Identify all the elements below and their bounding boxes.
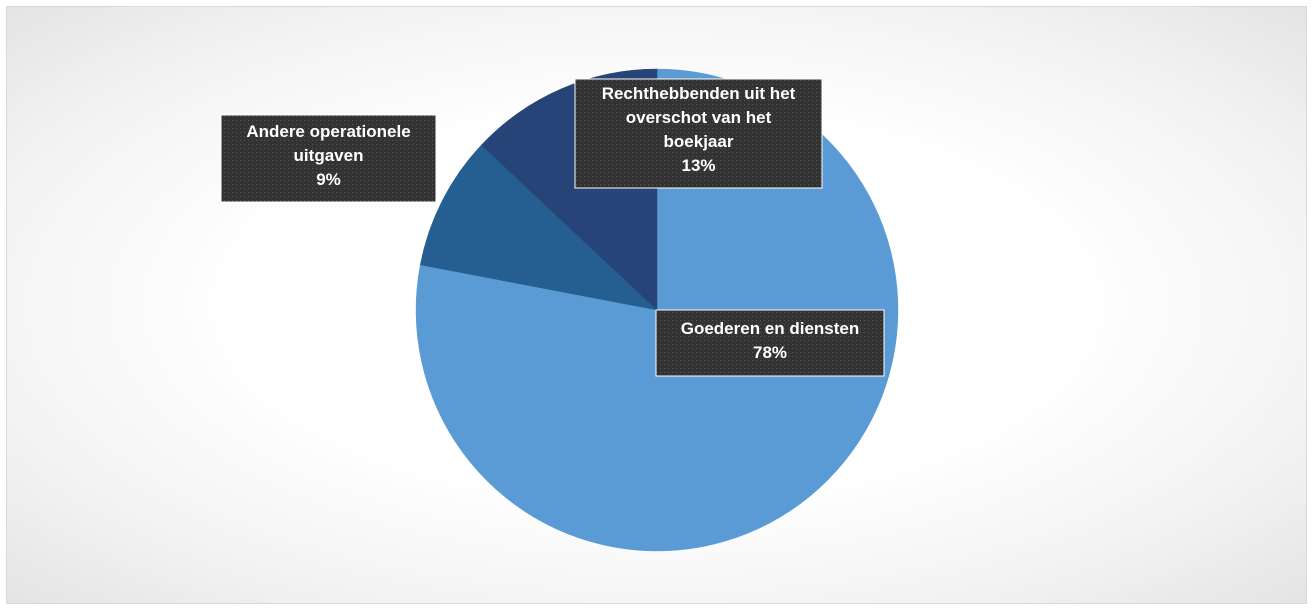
slice-percent-label: 78% <box>753 343 787 362</box>
data-label-box <box>220 114 437 203</box>
data-label-3: Rechthebbenden uit het overschot van het b… <box>574 78 823 189</box>
data-label-box <box>574 78 823 189</box>
slice-category-label: Goederen en diensten <box>681 319 860 338</box>
slice-percent-label: 13% <box>681 156 715 175</box>
data-label-box <box>655 309 885 377</box>
slice-category-label: boekjaar <box>664 132 734 151</box>
data-label-2: Andere operationele uitgaven 9% <box>220 114 437 203</box>
slice-category-label: Rechthebbenden uit het <box>602 84 796 103</box>
slice-category-label: Andere operationele <box>246 122 410 141</box>
slice-percent-label: 9% <box>316 170 341 189</box>
data-label-1: Goederen en diensten 78% <box>655 309 885 377</box>
slice-category-label: overschot van het <box>626 108 772 127</box>
slice-category-label: uitgaven <box>294 146 364 165</box>
pie-slice-2 <box>419 144 658 311</box>
